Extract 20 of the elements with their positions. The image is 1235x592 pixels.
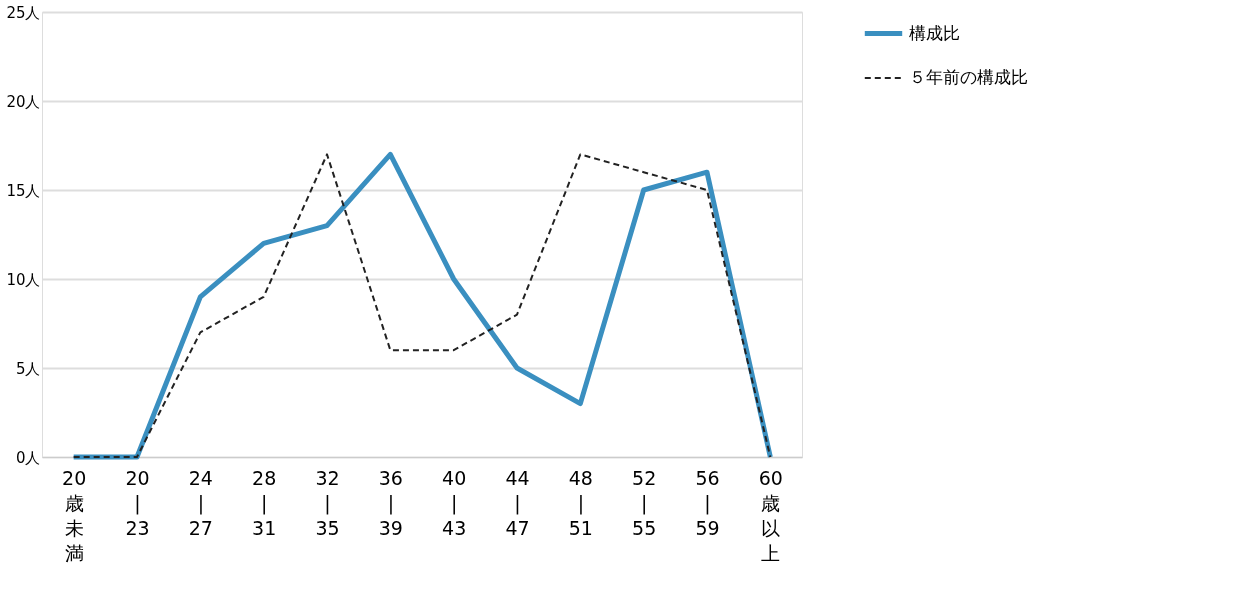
y-tick-label: 10人 — [6, 270, 41, 289]
y-tick-label: 5人 — [15, 359, 41, 378]
x-tick-label: 24 | 27 — [188, 466, 213, 539]
x-tick-label: 32 | 35 — [315, 466, 340, 539]
legend-label: 構成比 — [909, 22, 960, 43]
x-tick-label: 40 | 43 — [442, 466, 467, 539]
x-tick-label: 48 | 51 — [568, 466, 593, 539]
x-tick-label: 28 | 31 — [252, 466, 277, 539]
x-tick-label: 20歳未満 — [62, 466, 87, 564]
y-tick-label: 20人 — [6, 92, 41, 111]
x-tick-label: 20 | 23 — [125, 466, 150, 539]
y-tick-label: 25人 — [6, 3, 41, 22]
x-tick-label: 44 | 47 — [505, 466, 530, 539]
y-tick-label: 0人 — [15, 448, 41, 467]
x-tick-label: 36 | 39 — [378, 466, 403, 539]
y-tick-label: 15人 — [6, 181, 41, 200]
legend-label: ５年前の構成比 — [909, 67, 1028, 87]
x-tick-label: 56 | 59 — [695, 466, 720, 539]
x-tick-label: 52 | 55 — [632, 466, 657, 539]
x-tick-label: 60歳以上 — [758, 466, 783, 564]
